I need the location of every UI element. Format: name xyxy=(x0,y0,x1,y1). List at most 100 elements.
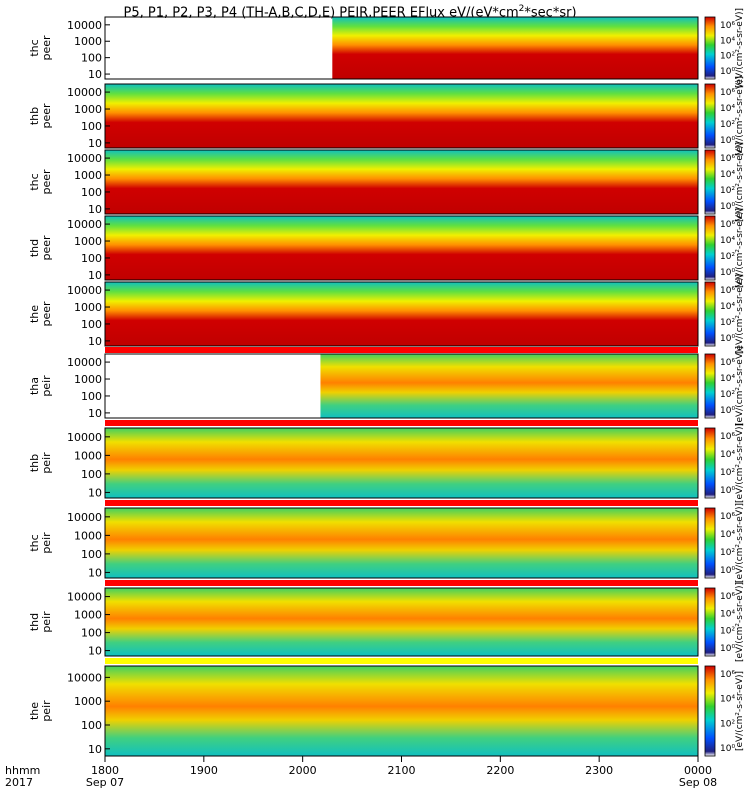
colorbar-tick-label: 10⁰ xyxy=(720,67,735,77)
colorbar xyxy=(704,83,716,149)
panel-frame xyxy=(104,353,699,419)
y-tick-label: 1000 xyxy=(74,609,102,622)
panel-label: thepeir xyxy=(28,700,53,722)
colorbar-label: [eV/(cm²-s-sr-eV)] xyxy=(735,346,745,426)
panel-label-probe: tha xyxy=(28,377,41,395)
y-tick-label: 10 xyxy=(88,269,102,282)
panel-label-type: peir xyxy=(40,532,53,554)
panel-label: thepeer xyxy=(28,301,53,327)
y-tick-label: 100 xyxy=(81,719,102,732)
panel-label-probe: thc xyxy=(28,173,41,190)
quality-bar xyxy=(105,580,698,586)
y-tick-label: 10 xyxy=(88,203,102,216)
y-tick-label: 1000 xyxy=(74,449,102,462)
colorbar-tick-label: 10⁴ xyxy=(720,530,735,540)
panel-label-probe: thc xyxy=(28,534,41,551)
spectrogram-fill xyxy=(332,17,698,79)
colorbar-tick-label: 10⁴ xyxy=(720,695,735,705)
y-tick-label: 100 xyxy=(81,52,102,65)
y-tick-label: 10000 xyxy=(67,86,102,99)
colorbar-tick-label: 10⁶ xyxy=(720,154,735,164)
colorbar-label: [eV/(cm²-s-sr-eV)] xyxy=(735,582,745,662)
y-tick-label: 10000 xyxy=(67,284,102,297)
y-tick-label: 10 xyxy=(88,486,102,499)
colorbar xyxy=(704,281,716,347)
colorbar-tick-label: 10⁶ xyxy=(720,592,735,602)
panel-label-probe: thb xyxy=(28,107,41,125)
panel-frame xyxy=(104,427,699,499)
colorbar-label: [eV/(cm²-s-sr-eV)] xyxy=(735,274,745,354)
x-tick-label: 0000 xyxy=(684,764,712,777)
colorbar-tick-label: 10⁶ xyxy=(720,88,735,98)
panel-frame xyxy=(104,507,699,579)
colorbar-label: [eV/(cm²-s-sr-eV)] xyxy=(735,8,745,88)
spectrogram-fill xyxy=(105,282,698,346)
y-tick-label: 100 xyxy=(81,120,102,133)
x-tick-label: 1800 xyxy=(91,764,119,777)
panel-label-type: peir xyxy=(40,611,53,633)
panel-label: thbpeir xyxy=(28,452,53,474)
y-tick-label: 10 xyxy=(88,743,102,756)
spectrogram-fill xyxy=(105,428,698,498)
panel-label-probe: the xyxy=(28,702,41,720)
y-tick-label: 1000 xyxy=(74,301,102,314)
y-tick-label: 10000 xyxy=(67,19,102,32)
y-tick-label: 1000 xyxy=(74,373,102,386)
quality-bar xyxy=(105,347,698,353)
panel-frame xyxy=(104,587,699,657)
colorbar-tick-label: 10² xyxy=(720,186,735,196)
colorbar-tick-label: 10⁰ xyxy=(720,644,735,654)
panel-label-probe: thd xyxy=(28,613,41,631)
x-tick-label: 2300 xyxy=(585,764,613,777)
x-tick-date: Sep 08 xyxy=(679,776,717,789)
y-tick-label: 1000 xyxy=(74,169,102,182)
colorbar-tick-label: 10⁴ xyxy=(720,302,735,312)
colorbar-label: [eV/(cm²-s-sr-eV)] xyxy=(735,423,745,503)
quality-bar xyxy=(105,500,698,506)
colorbar-label: [eV/(cm²-s-sr-eV)] xyxy=(735,208,745,288)
y-tick-label: 1000 xyxy=(74,529,102,542)
spectrogram-fill xyxy=(105,84,698,148)
panel-label-type: peer xyxy=(40,301,53,327)
colorbar-tick-label: 10⁰ xyxy=(720,744,735,754)
colorbar xyxy=(704,587,716,657)
panel-frame xyxy=(104,281,699,347)
spectrogram-fill xyxy=(105,508,698,578)
panel-label: thapeir xyxy=(28,375,53,397)
colorbar-tick-label: 10² xyxy=(720,548,735,558)
x-tick-date: Sep 07 xyxy=(86,776,124,789)
colorbar-tick-label: 10⁴ xyxy=(720,236,735,246)
panel-label: thcpeer xyxy=(28,169,53,195)
colorbar-tick-label: 10⁰ xyxy=(720,334,735,344)
colorbar-tick-label: 10² xyxy=(720,52,735,62)
x-axis-year: 2017 xyxy=(5,776,33,789)
y-tick-label: 10000 xyxy=(67,218,102,231)
panel-label-type: peer xyxy=(40,235,53,261)
y-tick-label: 100 xyxy=(81,548,102,561)
y-tick-label: 10000 xyxy=(67,356,102,369)
colorbar-tick-label: 10² xyxy=(720,627,735,637)
y-tick-label: 10 xyxy=(88,566,102,579)
colorbar-tick-label: 10⁶ xyxy=(720,432,735,442)
panel-label: thcpeir xyxy=(28,532,53,554)
y-tick-label: 100 xyxy=(81,252,102,265)
x-tick-label: 2000 xyxy=(289,764,317,777)
colorbar-tick-label: 10⁴ xyxy=(720,374,735,384)
panel-label-type: peir xyxy=(40,375,53,397)
colorbar-tick-label: 10⁰ xyxy=(720,406,735,416)
y-tick-label: 100 xyxy=(81,468,102,481)
colorbar-tick-label: 10² xyxy=(720,390,735,400)
panel-label-probe: thc xyxy=(28,39,41,56)
colorbar-tick-label: 10⁰ xyxy=(720,136,735,146)
y-tick-label: 10000 xyxy=(67,671,102,684)
colorbar-tick-label: 10⁴ xyxy=(720,104,735,114)
colorbar xyxy=(704,16,716,80)
colorbar-tick-label: 10⁰ xyxy=(720,566,735,576)
x-tick-label: 2200 xyxy=(486,764,514,777)
panel-frame xyxy=(104,149,699,215)
spectrogram-fill xyxy=(105,666,698,756)
colorbar-label: [eV/(cm²-s-sr-eV)] xyxy=(735,142,745,222)
